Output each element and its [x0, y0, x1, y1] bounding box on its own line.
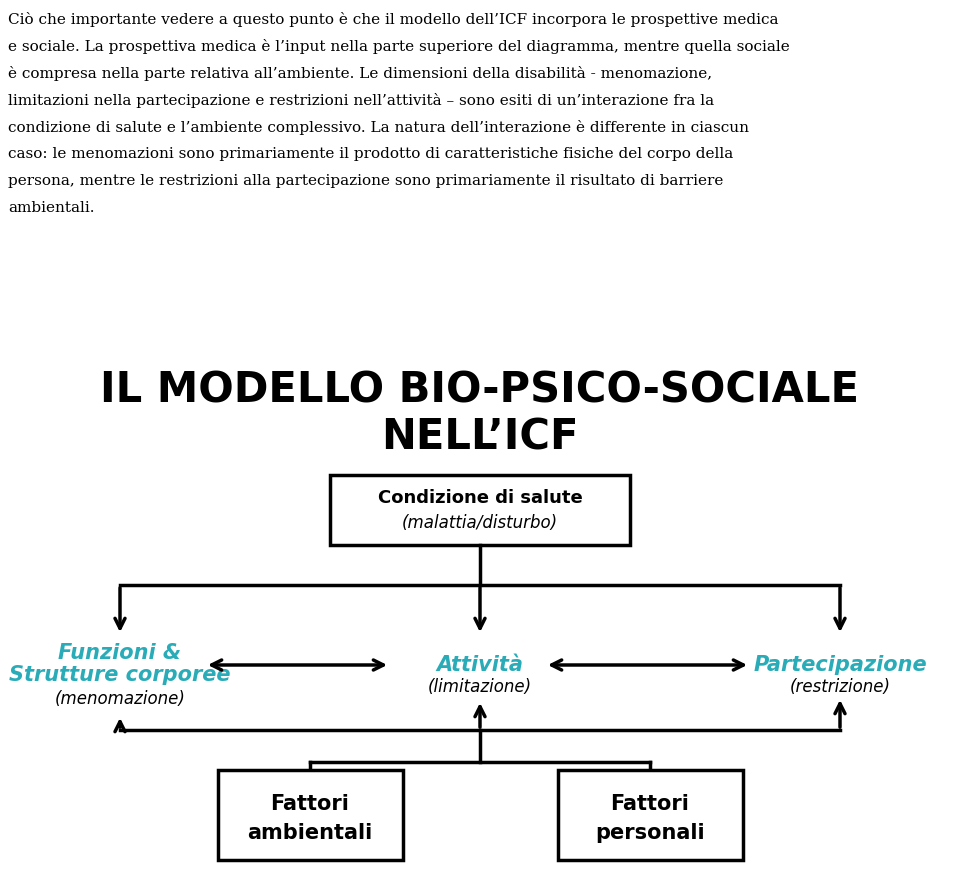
Text: Funzioni &: Funzioni &	[59, 643, 181, 663]
Bar	[558, 770, 742, 860]
Text: IL MODELLO BIO-PSICO-SOCIALE: IL MODELLO BIO-PSICO-SOCIALE	[101, 369, 859, 411]
Text: caso: le menomazioni sono primariamente il prodotto di caratteristiche fisiche d: caso: le menomazioni sono primariamente …	[8, 147, 733, 161]
Text: condizione di salute e l’ambiente complessivo. La natura dell’interazione è diff: condizione di salute e l’ambiente comple…	[8, 120, 749, 135]
Text: limitazioni nella partecipazione e restrizioni nell’attività – sono esiti di un’: limitazioni nella partecipazione e restr…	[8, 93, 714, 108]
Text: Fattori: Fattori	[611, 794, 689, 814]
Text: (restrizione): (restrizione)	[789, 678, 891, 696]
Bar	[218, 770, 402, 860]
Text: Condizione di salute: Condizione di salute	[377, 489, 583, 507]
Text: Strutture corporee: Strutture corporee	[10, 665, 230, 685]
Bar	[330, 475, 630, 545]
Text: Fattori: Fattori	[271, 794, 349, 814]
Text: NELL’ICF: NELL’ICF	[381, 416, 579, 458]
Text: (menomazione): (menomazione)	[55, 690, 185, 708]
Text: personali: personali	[595, 823, 705, 843]
Text: (malattia/disturbo): (malattia/disturbo)	[402, 514, 558, 532]
Text: ambientali: ambientali	[248, 823, 372, 843]
Text: ambientali.: ambientali.	[8, 201, 94, 215]
Text: persona, mentre le restrizioni alla partecipazione sono primariamente il risulta: persona, mentre le restrizioni alla part…	[8, 174, 724, 188]
Text: e sociale. La prospettiva medica è l’input nella parte superiore del diagramma, : e sociale. La prospettiva medica è l’inp…	[8, 39, 790, 54]
Text: è compresa nella parte relativa all’ambiente. Le dimensioni della disabilità - m: è compresa nella parte relativa all’ambi…	[8, 66, 712, 81]
Text: (limitazione): (limitazione)	[428, 678, 532, 696]
Text: Ciò che importante vedere a questo punto è che il modello dell’ICF incorpora le : Ciò che importante vedere a questo punto…	[8, 12, 779, 27]
Text: Partecipazione: Partecipazione	[754, 655, 926, 675]
Text: Attività: Attività	[437, 655, 523, 675]
